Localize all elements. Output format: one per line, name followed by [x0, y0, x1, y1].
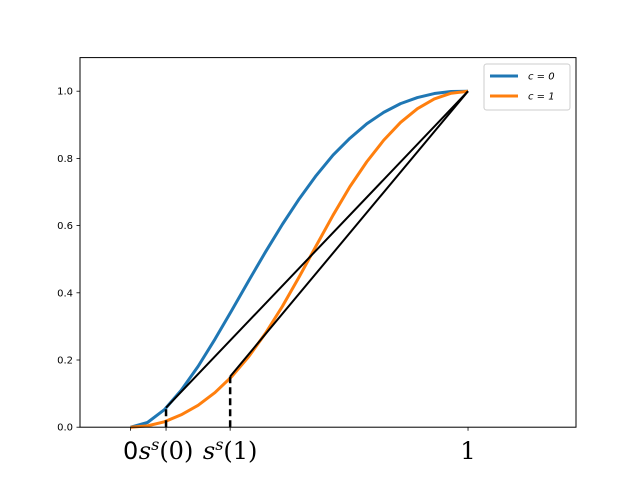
- legend-label-1: c = 1: [528, 92, 555, 103]
- legend: c = 0 c = 1: [483, 63, 571, 111]
- y-tick-label-3: 0.6: [57, 221, 73, 232]
- tangent-line-1: [229, 90, 469, 378]
- legend-box: [483, 63, 571, 111]
- plot-frame: [79, 57, 577, 428]
- x-tick-label-1: ss(0): [139, 435, 194, 465]
- series-line-0: [130, 89, 469, 429]
- tangent-line-0: [165, 90, 469, 409]
- y-tick-label-4: 0.8: [57, 154, 73, 165]
- x-tick-label-3: 1: [460, 437, 475, 465]
- y-axis: 0.0 0.2 0.4 0.6 0.8 1.0: [57, 87, 80, 434]
- x-tick-label-2: ss(1): [203, 435, 258, 465]
- y-tick-label-5: 1.0: [57, 87, 73, 98]
- y-tick-label-0: 0.0: [57, 423, 73, 434]
- series-line-1: [130, 89, 469, 429]
- x-tick-label-0: 0: [123, 437, 138, 465]
- legend-label-0: c = 0: [528, 72, 555, 83]
- x-axis: 0 ss(0) ss(1) 1: [123, 427, 476, 465]
- y-tick-label-2: 0.4: [57, 288, 73, 299]
- plot-content: [130, 89, 469, 429]
- y-tick-label-1: 0.2: [57, 356, 73, 367]
